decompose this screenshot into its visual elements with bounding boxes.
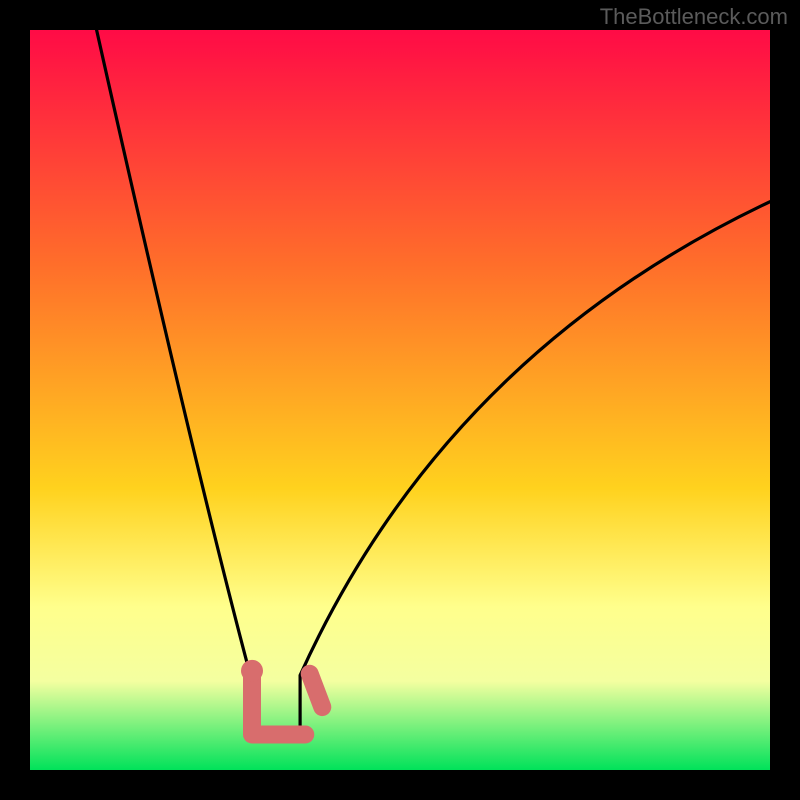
watermark-text: TheBottleneck.com bbox=[600, 4, 788, 30]
bottleneck-chart bbox=[30, 30, 770, 770]
plot-background bbox=[30, 30, 770, 770]
